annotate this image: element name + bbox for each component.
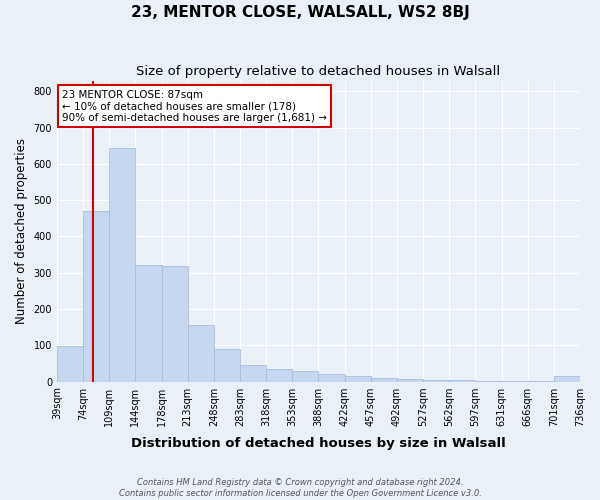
X-axis label: Distribution of detached houses by size in Walsall: Distribution of detached houses by size … [131,437,506,450]
Bar [188,326,214,382]
Text: Contains HM Land Registry data © Crown copyright and database right 2024.
Contai: Contains HM Land Registry data © Crown c… [119,478,481,498]
Bar [371,378,397,382]
Title: Size of property relative to detached houses in Walsall: Size of property relative to detached ho… [136,65,500,78]
Bar [161,266,188,382]
Bar [240,365,266,382]
Bar [423,380,449,382]
Y-axis label: Number of detached properties: Number of detached properties [15,138,28,324]
Bar [397,378,423,382]
Bar [83,211,109,382]
Text: 23 MENTOR CLOSE: 87sqm
← 10% of detached houses are smaller (178)
90% of semi-de: 23 MENTOR CLOSE: 87sqm ← 10% of detached… [62,90,327,123]
Bar [266,369,292,382]
Bar [449,380,475,382]
Bar [554,376,580,382]
Bar [214,349,240,382]
Bar [109,148,136,382]
Bar [475,381,502,382]
Bar [57,346,83,382]
Bar [344,376,371,382]
Text: 23, MENTOR CLOSE, WALSALL, WS2 8BJ: 23, MENTOR CLOSE, WALSALL, WS2 8BJ [131,5,469,20]
Bar [319,374,344,382]
Bar [292,370,319,382]
Bar [136,266,161,382]
